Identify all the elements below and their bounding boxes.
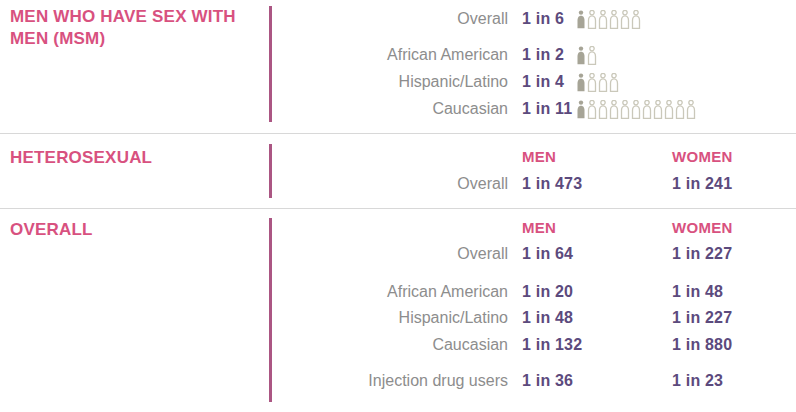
person-icon	[587, 46, 597, 65]
pictograph	[576, 10, 642, 29]
women-value: 1 in 23	[672, 370, 723, 392]
women-value: 1 in 241	[672, 173, 732, 195]
men-value: 1 in 36	[522, 370, 658, 392]
table-row: African American 1 in 2	[272, 44, 796, 66]
row-label: Overall	[272, 173, 508, 195]
table-row: Hispanic/Latino 1 in 48 1 in 227	[272, 307, 796, 329]
table-row: Caucasian 1 in 132 1 in 880	[272, 334, 796, 356]
row-label: Caucasian	[272, 334, 508, 356]
person-icon	[620, 10, 630, 29]
column-header-row: MEN WOMEN	[272, 145, 796, 167]
table-row: Injection drug users 1 in 36 1 in 23	[272, 370, 796, 392]
person-icon	[598, 100, 608, 119]
column-header-row: MEN WOMEN	[272, 216, 796, 238]
row-label: African American	[272, 281, 508, 303]
row-label: Hispanic/Latino	[272, 307, 508, 329]
column-header-men: MEN	[522, 219, 658, 236]
section-title-msm: MEN WHO HAVE SEX WITH MEN (MSM)	[10, 6, 254, 50]
person-icon	[642, 100, 652, 119]
table-row: Overall 1 in 473 1 in 241	[272, 173, 796, 195]
table-row: Overall 1 in 64 1 in 227	[272, 243, 796, 265]
section-title-overall: OVERALL	[10, 219, 254, 241]
infographic-canvas: MEN WHO HAVE SEX WITH MEN (MSM) Overall …	[0, 0, 796, 412]
section-overall: OVERALL MEN WOMEN Overall 1 in 64 1 in 2…	[0, 209, 796, 412]
column-header-men: MEN	[522, 148, 658, 165]
men-value: 1 in 473	[522, 173, 658, 195]
row-label: Overall	[272, 243, 508, 265]
person-icon	[631, 10, 641, 29]
person-icon	[587, 10, 597, 29]
section-divider-vertical	[269, 218, 272, 402]
person-icon	[576, 10, 586, 29]
men-value: 1 in 2	[522, 44, 576, 66]
table-row: Overall 1 in 6	[272, 8, 796, 30]
person-icon	[598, 73, 608, 92]
row-label: Hispanic/Latino	[272, 71, 508, 93]
table-row: Hispanic/Latino 1 in 4	[272, 71, 796, 93]
person-icon	[653, 100, 663, 119]
men-value: 1 in 48	[522, 307, 658, 329]
women-value: 1 in 227	[672, 307, 732, 329]
person-icon	[686, 100, 696, 119]
person-icon	[631, 100, 641, 119]
row-label: Caucasian	[272, 98, 508, 120]
men-value: 1 in 4	[522, 71, 576, 93]
men-value: 1 in 20	[522, 281, 658, 303]
pictograph	[576, 73, 620, 92]
section-title-heterosexual: HETEROSEXUAL	[10, 147, 254, 169]
section-heterosexual: HETEROSEXUAL MEN WOMEN Overall 1 in 473 …	[0, 134, 796, 208]
men-value: 1 in 6	[522, 8, 576, 30]
section-divider-vertical	[269, 6, 272, 122]
table-row: African American 1 in 20 1 in 48	[272, 281, 796, 303]
men-value: 1 in 64	[522, 243, 658, 265]
column-header-women: WOMEN	[672, 148, 733, 165]
person-icon	[609, 100, 619, 119]
section-divider-vertical	[269, 144, 272, 198]
person-icon	[587, 73, 597, 92]
person-icon	[576, 46, 586, 65]
person-icon	[609, 10, 619, 29]
women-value: 1 in 227	[672, 243, 732, 265]
section-msm: MEN WHO HAVE SEX WITH MEN (MSM) Overall …	[0, 0, 796, 133]
person-icon	[598, 10, 608, 29]
women-value: 1 in 48	[672, 281, 723, 303]
row-label: African American	[272, 44, 508, 66]
person-icon	[620, 100, 630, 119]
person-icon	[587, 100, 597, 119]
person-icon	[576, 100, 586, 119]
person-icon	[664, 100, 674, 119]
row-label: Overall	[272, 8, 508, 30]
pictograph	[576, 46, 598, 65]
person-icon	[576, 73, 586, 92]
men-value: 1 in 11	[522, 98, 576, 120]
row-label: Injection drug users	[272, 370, 508, 392]
column-header-women: WOMEN	[672, 219, 733, 236]
table-row: Caucasian 1 in 11	[272, 98, 796, 120]
men-value: 1 in 132	[522, 334, 658, 356]
women-value: 1 in 880	[672, 334, 732, 356]
person-icon	[675, 100, 685, 119]
pictograph	[576, 100, 697, 119]
person-icon	[609, 73, 619, 92]
